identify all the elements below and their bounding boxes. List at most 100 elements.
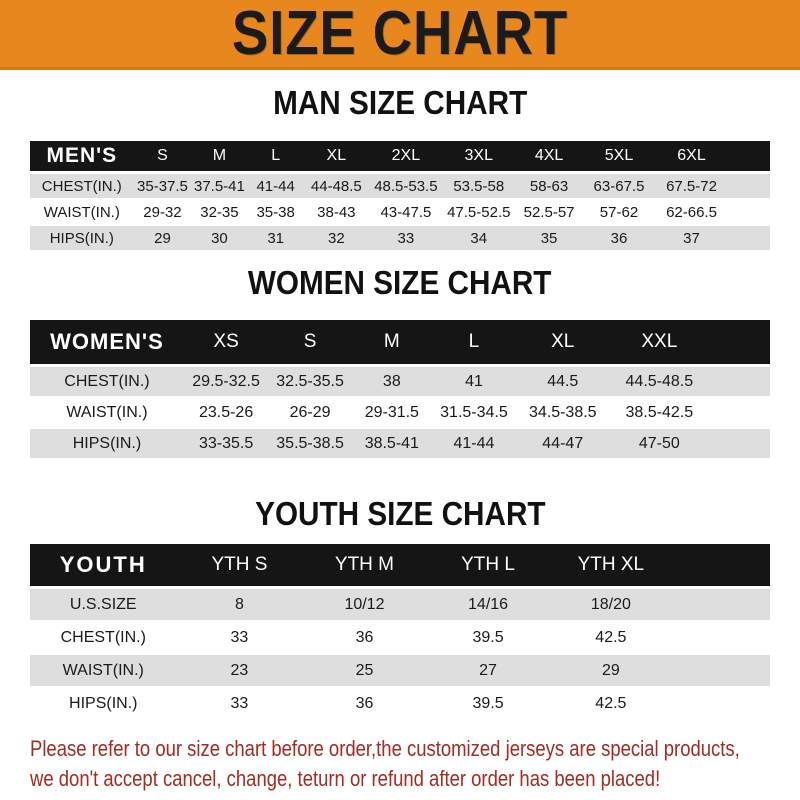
size-value-cell: 38.5-41 <box>351 428 432 460</box>
size-value-cell: 38-43 <box>303 199 369 226</box>
table-group-label: YOUTH <box>30 544 177 589</box>
men-size-table: MEN'S S M L XL 2XL 3XL 4XL 5XL 6XL CHEST(IN.) 35-37… <box>30 141 770 252</box>
size-value-cell: 63-67.5 <box>583 172 655 200</box>
size-column-header: M <box>191 141 248 174</box>
size-value-cell: 35.5-38.5 <box>268 428 352 460</box>
empty-cell <box>709 428 770 460</box>
size-value-cell: 32.5-35.5 <box>268 365 352 398</box>
size-value-cell: 26-29 <box>268 397 352 429</box>
size-value-cell: 57-62 <box>583 199 655 226</box>
size-column-header: L <box>431 320 517 367</box>
measurement-row-label: HIPS(IN.) <box>30 687 177 721</box>
size-value-cell: 34 <box>442 225 515 252</box>
size-value-cell: 37 <box>654 225 729 252</box>
size-value-cell: 36 <box>302 621 427 655</box>
empty-cell <box>709 397 770 429</box>
size-value-cell: 25 <box>302 654 427 688</box>
size-value-cell: 29 <box>549 654 673 688</box>
measurement-row: WAIST(IN.) 23.5-26 26-29 29-31.5 31.5-34.5 34… <box>30 397 770 429</box>
size-value-cell: 33 <box>176 621 303 655</box>
size-value-cell: 23 <box>176 654 303 688</box>
measurement-row: WAIST(IN.) 23 25 27 29 <box>30 654 770 688</box>
size-value-cell: 32 <box>303 225 369 252</box>
size-value-cell: 23.5-26 <box>183 397 269 429</box>
size-value-cell: 67.5-72 <box>654 172 729 200</box>
measurement-row: HIPS(IN.) 33-35.5 35.5-38.5 38.5-41 41-44 44-… <box>30 428 770 460</box>
measurement-row: CHEST(IN.) 33 36 39.5 42.5 <box>30 621 770 655</box>
size-column-header: YTH XL <box>549 544 673 589</box>
size-value-cell: 41-44 <box>247 172 304 200</box>
header-spacer <box>672 544 770 589</box>
size-value-cell: 52.5-57 <box>514 199 584 226</box>
size-column-header: L <box>247 141 304 174</box>
size-value-cell: 58-63 <box>514 172 584 200</box>
size-value-cell: 44.5 <box>516 365 610 398</box>
measurement-row-label: U.S.SIZE <box>30 587 177 622</box>
measurement-row-label: CHEST(IN.) <box>30 621 177 655</box>
size-value-cell: 44-47 <box>516 428 610 460</box>
men-size-section: MAN SIZE CHART MEN'S S M L XL 2XL 3XL 4XL 5XL 6XL… <box>0 86 800 252</box>
size-value-cell: 8 <box>176 587 303 622</box>
measurement-row: CHEST(IN.) 35-37.5 37.5-41 41-44 44-48.5 48.5… <box>30 172 770 200</box>
measurement-row: CHEST(IN.) 29.5-32.5 32.5-35.5 38 41 44.5 44.5… <box>30 365 770 398</box>
size-value-cell: 31.5-34.5 <box>431 397 517 429</box>
size-value-cell: 41 <box>431 365 517 398</box>
disclaimer-note: Please refer to our size chart before or… <box>30 734 800 794</box>
size-value-cell: 27 <box>426 654 550 688</box>
measurement-row-label: WAIST(IN.) <box>30 397 184 429</box>
youth-section-heading: YOUTH SIZE CHART <box>0 497 800 531</box>
size-value-cell: 48.5-53.5 <box>368 172 443 200</box>
size-value-cell: 33 <box>368 225 443 252</box>
size-value-cell: 62-66.5 <box>654 199 729 226</box>
size-column-header: XL <box>303 141 369 174</box>
size-column-header: 6XL <box>654 141 729 174</box>
youth-section-heading-text: YOUTH SIZE CHART <box>254 495 546 532</box>
size-value-cell: 32-35 <box>191 199 248 226</box>
size-value-cell: 30 <box>191 225 248 252</box>
size-value-cell: 42.5 <box>549 621 673 655</box>
empty-cell <box>672 654 770 688</box>
size-value-cell: 29.5-32.5 <box>183 365 269 398</box>
measurement-row: HIPS(IN.) 33 36 39.5 42.5 <box>30 687 770 721</box>
empty-cell <box>728 199 770 226</box>
size-column-header: XXL <box>609 320 710 367</box>
size-value-cell: 41-44 <box>431 428 517 460</box>
size-column-header: 4XL <box>514 141 584 174</box>
size-value-cell: 29-31.5 <box>351 397 432 429</box>
disclaimer-line-1: Please refer to our size chart before or… <box>30 736 740 761</box>
size-value-cell: 29 <box>133 225 192 252</box>
size-value-cell: 35 <box>514 225 584 252</box>
size-value-cell: 47.5-52.5 <box>442 199 515 226</box>
size-value-cell: 37.5-41 <box>191 172 248 200</box>
size-column-header: 3XL <box>442 141 515 174</box>
size-value-cell: 31 <box>247 225 304 252</box>
size-column-header: S <box>268 320 352 367</box>
measurement-row: WAIST(IN.) 29-32 32-35 35-38 38-43 43-47.5 47.… <box>30 199 770 226</box>
size-header-row: WOMEN'S XS S M L XL XXL <box>30 320 770 367</box>
size-value-cell: 43-47.5 <box>368 199 443 226</box>
measurement-row-label: WAIST(IN.) <box>30 654 177 688</box>
size-value-cell: 44.5-48.5 <box>609 365 710 398</box>
measurement-row-label: HIPS(IN.) <box>30 428 184 460</box>
size-column-header: S <box>133 141 192 174</box>
empty-cell <box>672 687 770 721</box>
size-column-header: XL <box>516 320 610 367</box>
size-value-cell: 14/16 <box>426 587 550 622</box>
header-spacer <box>728 141 770 174</box>
size-column-header: 5XL <box>583 141 655 174</box>
size-column-header: YTH M <box>302 544 427 589</box>
size-value-cell: 33-35.5 <box>183 428 269 460</box>
size-value-cell: 29-32 <box>133 199 192 226</box>
empty-cell <box>728 225 770 252</box>
empty-cell <box>672 621 770 655</box>
empty-cell <box>672 587 770 622</box>
size-value-cell: 35-38 <box>247 199 304 226</box>
size-header-row: YOUTH YTH S YTH M YTH L YTH XL <box>30 544 770 589</box>
size-value-cell: 36 <box>302 687 427 721</box>
size-value-cell: 44-48.5 <box>303 172 369 200</box>
table-group-label: MEN'S <box>30 141 134 174</box>
youth-size-section: YOUTH SIZE CHART YOUTH YTH S YTH M YTH L YTH… <box>0 497 800 721</box>
size-column-header: M <box>351 320 432 367</box>
size-value-cell: 18/20 <box>549 587 673 622</box>
